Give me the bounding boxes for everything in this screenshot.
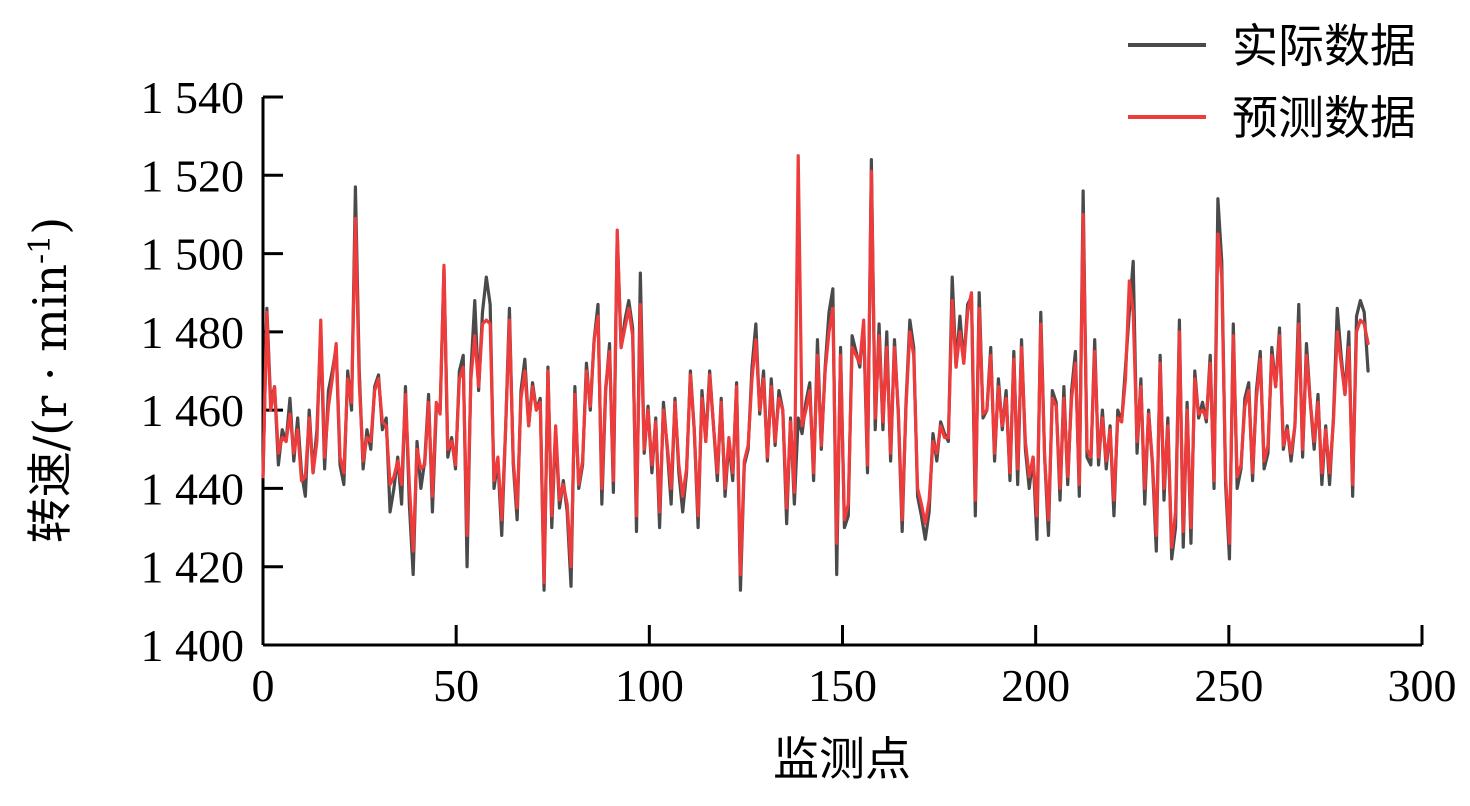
y-tick-label: 1 440 [141,463,245,514]
legend-label-actual: 实际数据 [1232,19,1416,73]
x-tick-label: 200 [1001,660,1070,711]
y-axis-title-main: 转速/(r · min [23,264,77,543]
x-tick-label: 150 [808,660,877,711]
y-tick-label: 1 520 [141,150,245,201]
x-tick-label: 250 [1194,660,1263,711]
x-tick-label: 100 [615,660,684,711]
x-axis-title: 监测点 [773,732,911,786]
x-tick-label: 50 [433,660,479,711]
y-tick-label: 1 420 [141,542,245,593]
legend-label-predicted: 预测数据 [1232,91,1416,145]
x-tick-label: 300 [1388,660,1457,711]
x-ticks: 0 50 100 150 200 250 300 [252,625,1457,711]
y-tick-label: 1 460 [141,385,245,436]
y-tick-label: 1 500 [141,229,245,280]
y-ticks: 1 400 1 420 1 440 1 460 1 480 1 500 1 520 1 540 [141,72,283,671]
y-axis-title-close: ) [23,217,77,235]
y-tick-label: 1 400 [141,620,245,671]
series-line-predicted [261,154,1370,584]
legend: 实际数据 预测数据 [1128,19,1416,145]
axes: 1 400 1 420 1 440 1 460 1 480 1 500 1 520 1 540… [141,72,1457,711]
y-tick-label: 1 540 [141,72,245,123]
series-layer [261,154,1370,592]
y-axis-title: 转速/(r · min-1) [23,217,77,543]
x-tick-label: 0 [252,660,275,711]
y-tick-label: 1 480 [141,307,245,358]
y-axis-title-superscript: -1 [23,235,58,264]
